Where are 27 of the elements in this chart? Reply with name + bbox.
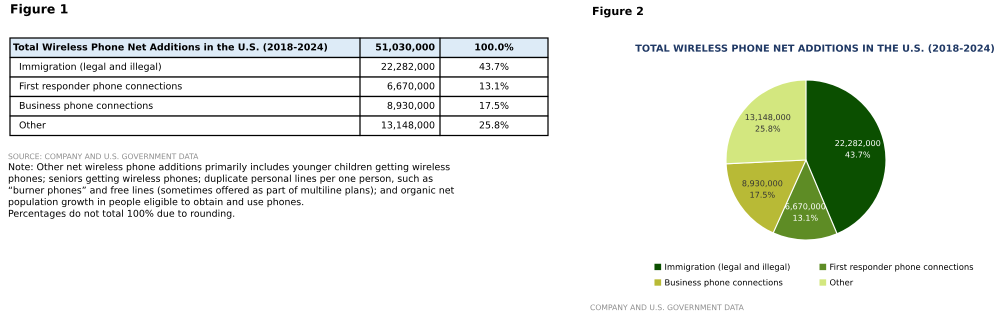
text: Figure 1 [11, 4, 68, 16]
text: 51,030,000 [376, 43, 435, 52]
legend-label: Business phone connections [665, 279, 782, 288]
caption: Figure 2 [593, 6, 643, 18]
text: 100.0% [475, 43, 514, 50]
data-label: 6,670,000 13.1% [785, 203, 826, 221]
category-label: Business phone connections [20, 102, 153, 111]
data-label: 6,670,000 [388, 82, 434, 90]
data-label: 8,930,000 [388, 102, 434, 110]
data-label: 22,282,000 43.7% [835, 140, 880, 158]
data-label: 13,148,000 [382, 121, 434, 130]
data-label: 8,930,000 17.5% [742, 180, 782, 198]
chart-title: TOTAL WIRELESS PHONE NET ADDITIONS IN THE U.S. (2018-2024) [635, 44, 994, 53]
data-label: 17.5% [480, 102, 508, 109]
category-label: Immigration (legal and illegal) [20, 62, 161, 72]
data-label: 13,148,000 25.8% [746, 114, 790, 132]
legend-label: First responder phone connections [830, 264, 974, 272]
category-label: First responder phone connections [20, 82, 182, 92]
data-label: 25.8% [480, 121, 508, 128]
legend-label: Other [830, 279, 854, 286]
data-label: 13.1% [480, 82, 508, 90]
legend-label: Immigration (legal and illegal) [665, 264, 790, 272]
text: Total Wireless Phone Net Additions in the U.S. (2018-2024) [13, 43, 328, 52]
data-label: 22,282,000 [382, 62, 434, 71]
category-label: Other [20, 121, 46, 128]
text: Note: Other net wireless phone additions primarily includes younger children getting wireless phones; seniors getting wireless phones; duplicate personal lines per one person, such as “burner phones” and free lines (sometimes offered as part of multiline plans); and organic net population growth in people eligible to obtain and use phones. Percentages do not total 100% due to rounding. [8, 163, 454, 219]
data-label: 43.7% [479, 62, 508, 70]
